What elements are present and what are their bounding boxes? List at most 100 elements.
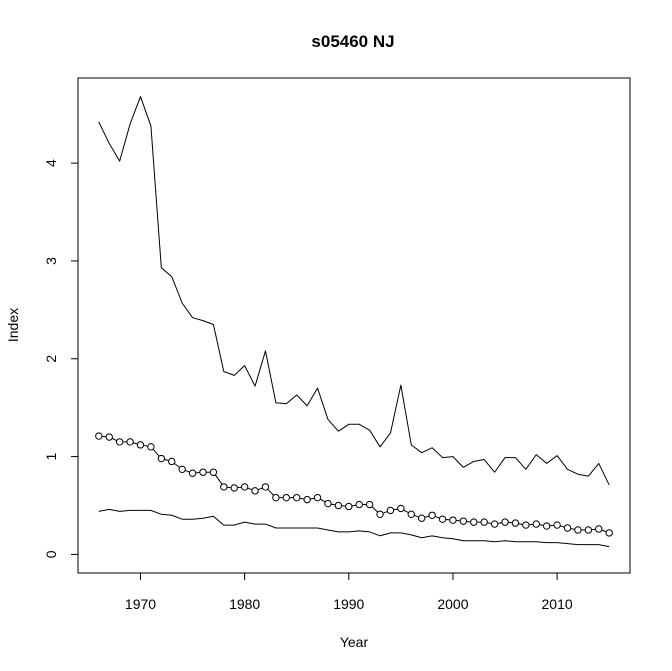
y-tick-label: 4: [43, 159, 59, 167]
series-2-segment: [214, 474, 223, 485]
series-2-point: [282, 493, 291, 502]
series-2-point: [345, 502, 353, 511]
y-tick-label: 3: [43, 257, 59, 265]
series-2-point: [480, 518, 488, 526]
series-2-point: [178, 465, 186, 474]
series-2-point: [574, 526, 582, 534]
series-2-segment: [320, 498, 326, 503]
series-2-point: [542, 522, 551, 530]
series-2-point: [199, 468, 207, 476]
series-2-point: [95, 432, 103, 440]
series-2-segment: [310, 497, 315, 500]
series-2-point: [168, 457, 176, 466]
series-2-point: [230, 484, 238, 492]
series-2-point: [532, 520, 540, 528]
y-tick-label: 1: [43, 452, 59, 460]
series-2-point: [376, 510, 384, 519]
series-2-segment: [570, 528, 575, 530]
y-axis-label: Index: [5, 308, 21, 342]
x-tick-label: 1970: [125, 596, 156, 612]
series-2-point: [386, 506, 395, 515]
series-2-segment: [133, 442, 138, 445]
series-2-segment: [351, 504, 357, 507]
series-2-point: [147, 443, 155, 451]
series-2-segment: [497, 522, 502, 524]
series-2-point: [126, 438, 134, 446]
series-2-segment: [247, 487, 253, 491]
series-2-point: [188, 469, 197, 477]
series-2-segment: [111, 437, 117, 442]
series-2-point: [397, 504, 405, 513]
series-2-point: [293, 493, 301, 502]
series-2-point: [553, 521, 561, 529]
series-2-segment: [257, 487, 263, 491]
series-2-point: [324, 499, 332, 508]
series-2-segment: [487, 522, 492, 524]
series-2-point: [115, 438, 124, 446]
series-2-segment: [152, 448, 160, 457]
series-2-segment: [184, 469, 190, 473]
series-2-point: [157, 454, 166, 463]
x-tick-label: 2010: [542, 596, 573, 612]
series-2-point: [209, 468, 218, 476]
series-2-point: [449, 516, 457, 524]
series-2-point: [334, 501, 343, 510]
series-2-segment: [164, 458, 169, 462]
series-2-segment: [539, 524, 544, 526]
series-3-line: [98, 508, 610, 548]
series-2-segment: [382, 511, 388, 514]
series-2-point: [584, 526, 593, 534]
series-2-point: [365, 500, 374, 509]
series-2-segment: [518, 523, 523, 525]
x-axis-label: Year: [340, 634, 369, 650]
series-2-point: [251, 487, 259, 495]
series-2-point: [428, 511, 436, 519]
series-2-segment: [601, 529, 607, 533]
series-1-line: [98, 96, 610, 486]
series-2-point: [407, 510, 415, 519]
series-2-point: [511, 519, 520, 527]
series-2-point: [136, 441, 145, 449]
y-tick-label: 0: [43, 550, 59, 558]
x-axis: 1970 1980 1990 2000 2010: [125, 572, 573, 612]
series-2-point: [459, 517, 468, 525]
series-2-segment: [414, 514, 419, 518]
series-3: [98, 508, 610, 548]
x-tick-label: 1980: [229, 596, 260, 612]
series-2-point: [595, 525, 603, 533]
x-tick-label: 2000: [437, 596, 468, 612]
series-2-point: [438, 515, 447, 523]
series-2-segment: [173, 463, 180, 468]
series-2-point: [313, 493, 322, 502]
series-2-segment: [371, 506, 379, 513]
series-2-point: [501, 518, 509, 526]
series-2-point: [563, 524, 572, 532]
series-2-point: [522, 521, 530, 529]
series-2-segment: [434, 515, 440, 519]
series-2-segment: [331, 503, 336, 506]
series-2-point: [417, 514, 426, 522]
series-layer: [95, 96, 613, 548]
series-2-segment: [143, 444, 148, 447]
series-2-point: [220, 483, 228, 491]
series-2-point: [470, 518, 478, 526]
series-2-point: [355, 500, 363, 509]
series-2-point: [240, 483, 249, 491]
y-axis: 0 1 2 3 4: [43, 159, 79, 558]
series-2: [95, 432, 613, 537]
y-tick-label: 2: [43, 355, 59, 363]
series-2-point: [605, 529, 613, 537]
series-2-point: [261, 483, 270, 491]
series-2-segment: [299, 497, 305, 500]
series-2-segment: [424, 515, 430, 518]
series-2-point: [303, 495, 311, 504]
series-1: [98, 96, 610, 486]
series-2-segment: [560, 525, 565, 528]
series-2-segment: [403, 509, 409, 514]
chart-title: s05460 NJ: [311, 32, 394, 51]
series-2-point: [272, 493, 280, 502]
series-2-point: [490, 520, 499, 528]
series-2-segment: [393, 508, 398, 511]
